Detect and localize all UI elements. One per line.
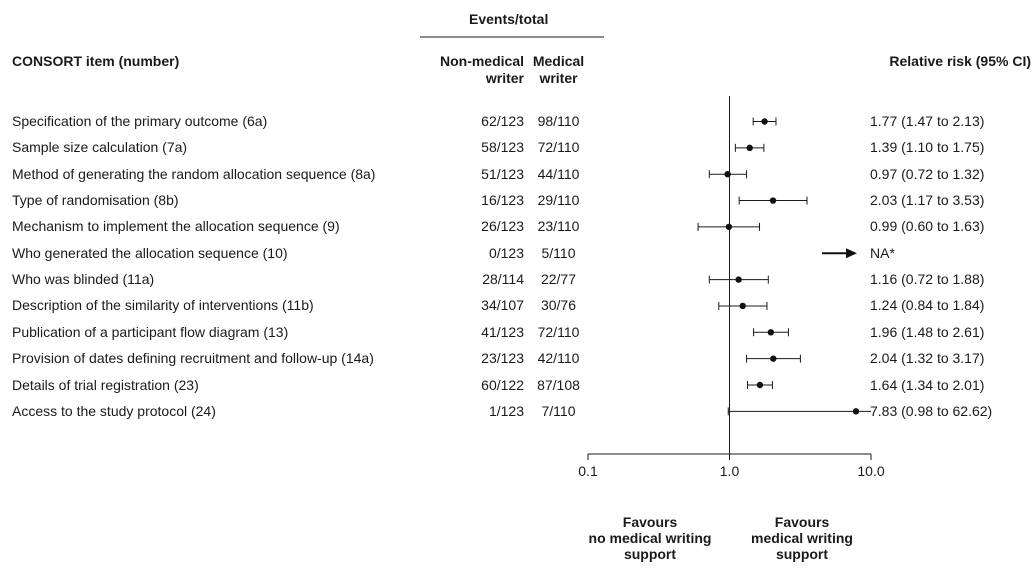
row-medical-events: 98/110 xyxy=(537,113,580,129)
row-rr-label: 2.04 (1.32 to 3.17) xyxy=(870,350,985,367)
row-medical-events: 23/110 xyxy=(537,218,580,235)
favours-right-label: Favours medical writing support xyxy=(732,514,872,562)
medical-writer-header-line1: Medical xyxy=(532,53,585,69)
row-nonmedical-events: 60/122 xyxy=(481,376,524,393)
favours-right-line1: Favours xyxy=(774,514,830,530)
nonmedical-writer-header-line1: Non-medical xyxy=(439,53,524,69)
row-nonmedical-events: 16/123 xyxy=(481,192,524,209)
row-nonmedical-events: 28/114 xyxy=(482,271,524,288)
events-total-header: Events/total xyxy=(469,11,549,27)
row-medical-events: 42/110 xyxy=(537,350,580,367)
rr-point xyxy=(725,223,733,231)
row-item-label: Method of generating the random allocati… xyxy=(12,165,376,182)
row-item-label: Access to the study protocol (24) xyxy=(12,402,216,419)
row-rr-label: 1.64 (1.34 to 2.01) xyxy=(870,376,985,393)
row-medical-events: 22/77 xyxy=(540,271,577,288)
row-rr-label: 2.03 (1.17 to 3.53) xyxy=(870,192,985,209)
rr-point xyxy=(724,171,731,178)
rr-point xyxy=(761,118,768,125)
na-arrow-head xyxy=(846,248,857,259)
row-item-label: Details of trial registration (23) xyxy=(12,376,199,393)
row-rr-label: 1.39 (1.10 to 1.75) xyxy=(870,139,985,156)
row-rr-label: 1.16 (0.72 to 1.88) xyxy=(870,271,985,288)
row-item-label: Provision of dates defining recruitment … xyxy=(12,350,374,367)
x-tick-label: 0.1 xyxy=(578,463,598,479)
row-nonmedical-events: 1/123 xyxy=(488,402,524,419)
consort-item-header: CONSORT item (number) xyxy=(12,53,180,69)
favours-left-line3: support xyxy=(623,546,677,562)
rr-point xyxy=(746,144,753,152)
row-item-label: Mechanism to implement the allocation se… xyxy=(12,218,340,235)
row-nonmedical-events: 62/123 xyxy=(481,113,524,129)
favours-right-line3: support xyxy=(775,546,829,562)
row-item-label: Who generated the allocation sequence (1… xyxy=(12,244,288,261)
x-tick-label: 10.0 xyxy=(857,463,884,479)
row-item-label: Who was blinded (11a) xyxy=(12,271,155,288)
row-medical-events: 29/110 xyxy=(537,192,580,209)
row-nonmedical-events: 0/123 xyxy=(488,244,524,261)
row-nonmedical-events: 41/123 xyxy=(481,323,524,340)
row-item-label: Description of the similarity of interve… xyxy=(12,297,314,314)
row-medical-events: 87/108 xyxy=(537,376,580,393)
x-tick-label: 1.0 xyxy=(720,463,740,479)
row-medical-events: 72/110 xyxy=(537,323,580,340)
row-rr-label: 1.77 (1.47 to 2.13) xyxy=(870,113,985,129)
row-medical-events: 44/110 xyxy=(537,165,580,182)
medical-writer-header-line2: writer xyxy=(539,70,578,86)
favours-left-line2: no medical writing xyxy=(588,530,712,546)
row-medical-events: 72/110 xyxy=(537,139,580,156)
rr-point xyxy=(769,197,777,204)
row-rr-label: NA* xyxy=(870,244,895,261)
rr-point xyxy=(739,302,746,310)
relative-risk-header: Relative risk (95% CI) xyxy=(889,53,1031,69)
row-item-label: Specification of the primary outcome (6a… xyxy=(12,113,268,129)
rr-point xyxy=(767,329,775,336)
row-medical-events: 7/110 xyxy=(541,402,576,419)
row-rr-label: 0.99 (0.60 to 1.63) xyxy=(870,218,985,235)
row-rr-label: 7.83 (0.98 to 62.62) xyxy=(870,402,993,419)
row-nonmedical-events: 58/123 xyxy=(481,139,524,156)
rr-point xyxy=(852,408,860,415)
row-item-label: Sample size calculation (7a) xyxy=(12,139,188,156)
row-nonmedical-events: 51/123 xyxy=(481,165,524,182)
row-rr-label: 1.96 (1.48 to 2.61) xyxy=(870,323,985,340)
row-nonmedical-events: 26/123 xyxy=(481,218,524,235)
favours-left-line1: Favours xyxy=(622,514,678,530)
row-medical-events: 30/76 xyxy=(540,297,577,314)
nonmedical-writer-header-line2: writer xyxy=(485,70,524,86)
rr-point xyxy=(756,381,764,389)
row-rr-label: 1.24 (0.84 to 1.84) xyxy=(870,297,985,314)
rr-point xyxy=(735,276,742,283)
row-item-label: Type of randomisation (8b) xyxy=(12,192,179,209)
favours-right-line2: medical writing xyxy=(751,530,853,546)
row-rr-label: 0.97 (0.72 to 1.32) xyxy=(870,165,985,182)
rr-point xyxy=(770,355,777,362)
row-medical-events: 5/110 xyxy=(541,244,576,261)
row-item-label: Publication of a participant flow diagra… xyxy=(12,323,289,340)
row-nonmedical-events: 34/107 xyxy=(481,297,524,314)
row-nonmedical-events: 23/123 xyxy=(481,350,524,367)
favours-left-label: Favours no medical writing support xyxy=(580,514,720,562)
